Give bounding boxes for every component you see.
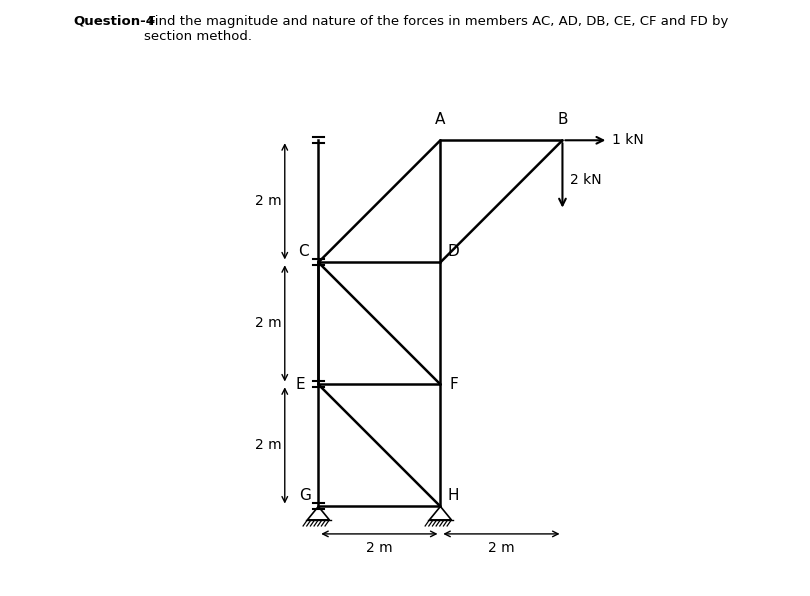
Text: F: F (450, 377, 458, 392)
Text: C: C (299, 244, 309, 259)
Text: 2 m: 2 m (255, 316, 282, 330)
Text: G: G (299, 488, 311, 504)
Text: D: D (448, 244, 459, 259)
Text: B: B (557, 112, 568, 127)
Text: A: A (435, 112, 446, 127)
Text: 2 m: 2 m (488, 541, 514, 555)
Text: 2 m: 2 m (255, 194, 282, 209)
Text: 2 kN: 2 kN (569, 173, 601, 187)
Text: E: E (296, 377, 305, 392)
Text: 2 m: 2 m (255, 439, 282, 452)
Text: Find the magnitude and nature of the forces in members AC, AD, DB, CE, CF and FD: Find the magnitude and nature of the for… (144, 15, 728, 43)
Text: 1 kN: 1 kN (612, 134, 644, 147)
Text: Question-4: Question-4 (73, 15, 155, 28)
Text: 2 m: 2 m (366, 541, 393, 555)
Text: H: H (448, 488, 459, 504)
